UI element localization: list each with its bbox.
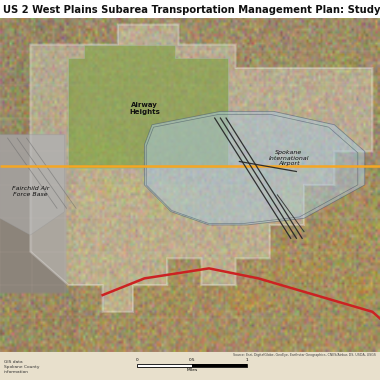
Text: Source: Esri, DigitalGlobe, GeoEye, Earthstar Geographics, CNES/Airbus DS, USDA,: Source: Esri, DigitalGlobe, GeoEye, Eart… [233, 353, 376, 357]
Text: Miles: Miles [186, 368, 198, 372]
Text: Spokane
International
Airport: Spokane International Airport [269, 150, 309, 166]
Bar [192, 364, 247, 366]
Text: US 2 West Plains Subarea Transportation Management Plan: Study Area: US 2 West Plains Subarea Transportation … [3, 5, 380, 15]
Polygon shape [144, 111, 365, 225]
Text: GIS data
Spokane County
information: GIS data Spokane County information [4, 360, 39, 374]
Text: Airway
Heights: Airway Heights [129, 101, 160, 114]
Polygon shape [68, 44, 228, 168]
Text: 0.5: 0.5 [188, 358, 195, 362]
Bar [137, 364, 192, 366]
Text: 1: 1 [246, 358, 248, 362]
Text: Fairchild Air
Force Base: Fairchild Air Force Base [12, 186, 49, 197]
Bar [137, 364, 247, 366]
Polygon shape [30, 25, 372, 312]
Text: 0: 0 [136, 358, 138, 362]
Polygon shape [0, 135, 65, 235]
